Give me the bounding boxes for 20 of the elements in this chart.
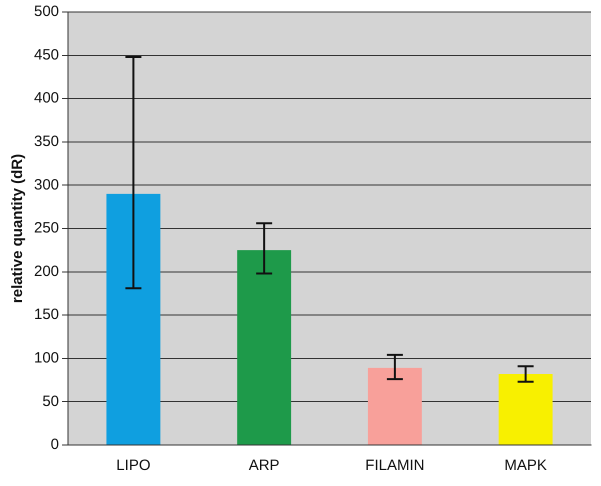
y-tick-label: 350 [34, 133, 60, 150]
x-tick-label: FILAMIN [365, 457, 424, 474]
y-tick-label: 450 [34, 46, 60, 64]
x-tick-label: ARP [248, 457, 280, 474]
y-tick-label: 150 [34, 306, 60, 324]
y-tick-label: 300 [34, 176, 60, 194]
y-tick-label: 0 [50, 436, 60, 454]
bar [106, 194, 160, 444]
bar [498, 374, 553, 444]
y-tick-label: 250 [34, 220, 60, 237]
y-tick-label: 100 [34, 350, 60, 367]
bar [237, 250, 292, 444]
y-tick-label: 50 [42, 392, 60, 410]
y-tick-label: 400 [34, 90, 60, 107]
y-tick-label: 200 [34, 262, 60, 280]
x-tick-label: LIPO [116, 457, 150, 474]
y-axis-title: relative quantity (dR) [9, 154, 26, 304]
y-tick-label: 500 [34, 3, 60, 20]
bar [368, 368, 422, 444]
x-tick-label: MAPK [504, 457, 547, 474]
